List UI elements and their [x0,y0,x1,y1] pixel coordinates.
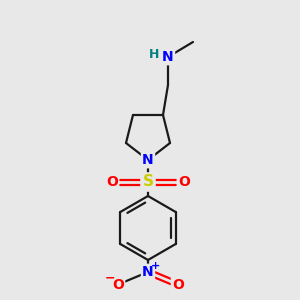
Text: O: O [106,175,118,189]
Text: O: O [172,278,184,292]
Text: H: H [149,49,159,62]
Text: −: − [105,272,115,284]
Text: S: S [142,175,154,190]
Text: O: O [112,278,124,292]
Text: N: N [162,50,174,64]
Text: O: O [178,175,190,189]
Text: +: + [152,261,160,271]
Text: N: N [142,265,154,279]
Text: N: N [142,153,154,167]
